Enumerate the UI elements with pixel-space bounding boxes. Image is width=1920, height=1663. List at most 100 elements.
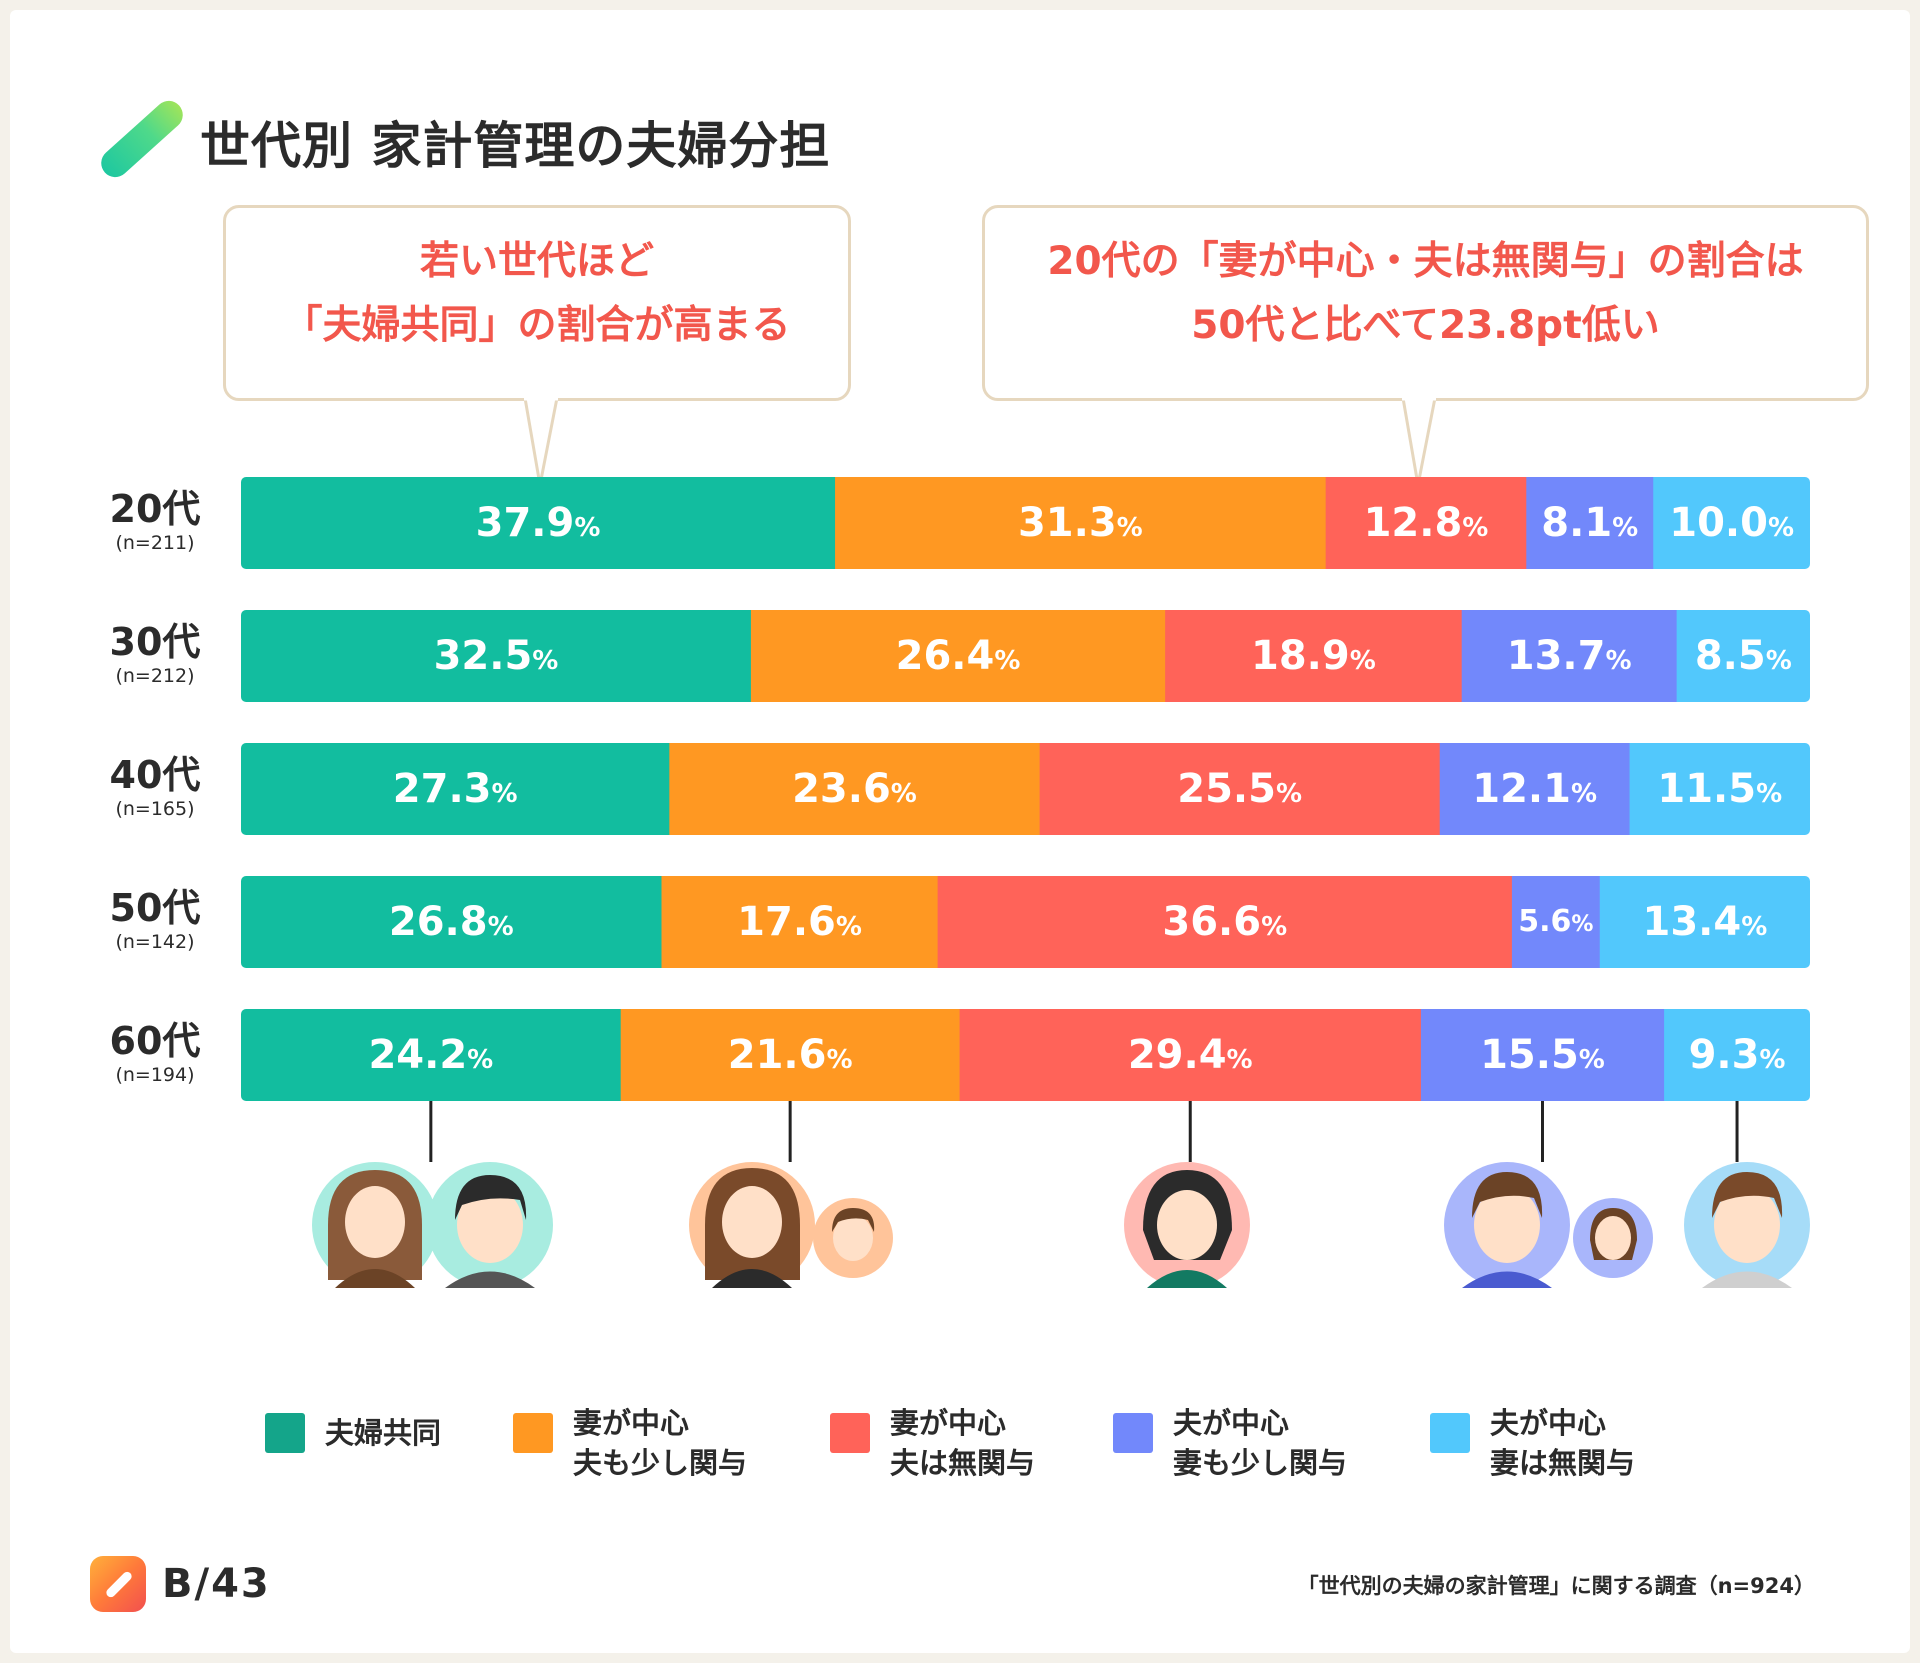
data-label-kyodo-4: 24.2% [241,1009,621,1101]
legend-line1: 妻が中心 [890,1406,1007,1440]
row-label-n: (n=142) [115,931,195,953]
data-label-value: 26.8 [388,899,488,945]
data-label-tsuma_sukoshi-4: 21.6% [621,1009,960,1101]
data-label-unit: % [835,912,862,942]
data-label-value: 15.5 [1480,1032,1579,1078]
legend-item-otto_sukoshi: 夫が中心 妻も少し関与 [1113,1403,1347,1480]
data-label-otto_sukoshi-2: 12.1% [1440,743,1630,835]
bar-segment-kyodo-4 [241,1009,622,1101]
legend-line1: 夫が中心 [1173,1406,1290,1440]
row-label-n: (n=165) [115,798,195,820]
wife-main-avatar-icon [689,1162,893,1288]
legend-line2: 夫も少し関与 [573,1446,748,1480]
callout-right-line1: 20代の「妻が中心・夫は無関与」の割合は [1047,239,1804,284]
legend-swatch [1430,1413,1470,1453]
data-label-tsuma_sukoshi-3: 17.6% [661,876,937,968]
couple-avatar-icon [312,1162,553,1288]
row-label-0: 20代 (n=211) [80,487,230,555]
data-label-unit: % [1275,779,1303,809]
data-label-tsuma_mukanyo-3: 36.6% [938,876,1512,968]
bar-segment-otto_mukanyo-4 [1664,1009,1810,1101]
data-label-tsuma_sukoshi-2: 23.6% [669,743,1039,835]
callout-right-line2: 50代と比べて23.8pt低い [1191,303,1660,348]
data-label-value: 37.9 [475,500,575,546]
bar-segment-kyodo-0 [241,477,836,569]
husband-main-avatar-icon [1444,1162,1653,1288]
legend-item-tsuma_mukanyo: 妻が中心 夫は無関与 [830,1403,1035,1480]
data-label-unit: % [1765,646,1792,676]
avatars [312,1162,1810,1288]
data-label-unit: % [574,513,601,543]
wife-only-avatar-icon [1124,1162,1250,1288]
bar-segment-otto_sukoshi-1 [1461,610,1678,702]
data-label-value: 25.5 [1177,766,1276,812]
legend-text: 妻が中心 夫は無関与 [890,1403,1035,1483]
data-label-unit: % [1462,513,1489,543]
data-label-tsuma_mukanyo-4: 29.4% [960,1009,1421,1101]
data-label-kyodo-2: 27.3% [241,743,669,835]
row-label-age: 60代 [109,1019,201,1063]
row-label-age: 30代 [109,620,201,664]
data-label-unit: % [1767,513,1794,543]
bar-segment-otto_mukanyo-3 [1599,876,1810,968]
row-label-age: 50代 [109,886,201,930]
brand-logo-text: B/43 [162,1561,271,1607]
row-label-age: 20代 [109,487,201,531]
legend-swatch [265,1413,305,1453]
row-label-n: (n=212) [115,665,195,687]
data-label-value: 26.4 [895,633,995,679]
bar-segment-tsuma_mukanyo-1 [1165,610,1463,702]
data-label-kyodo-1: 32.5% [241,610,751,702]
bar-segment-otto_sukoshi-2 [1439,743,1631,835]
data-label-value: 13.7 [1506,633,1606,679]
chart-card: 世代別 家計管理の夫婦分担 若い世代ほど 「夫婦共同」の割合が高まる 20代の「… [10,10,1910,1653]
data-label-value: 23.6 [792,766,891,812]
data-label-otto_sukoshi-0: 8.1% [1526,477,1653,569]
legend-line1: 妻が中心 [573,1406,690,1440]
data-label-otto_mukanyo-1: 8.5% [1677,610,1810,702]
data-label-value: 10.0 [1669,500,1768,546]
row-label-1: 30代 (n=212) [80,620,230,688]
row-label-3: 50代 (n=142) [80,886,230,954]
data-label-value: 13.4 [1642,899,1742,945]
legend-item-tsuma_sukoshi: 妻が中心夫も少し関与 [513,1403,747,1480]
bar-row-4 [241,1009,1810,1101]
data-label-unit: % [1578,1045,1605,1075]
legend-line2: 夫は無関与 [890,1446,1036,1480]
source-note: 「世代別の夫婦の家計管理」に関する調査（n=924） [1297,1574,1815,1598]
data-label-unit: % [1261,912,1288,942]
data-label-value: 5.6 [1518,904,1572,939]
bar-segment-tsuma_sukoshi-2 [669,743,1041,835]
data-label-value: 31.3 [1017,500,1117,546]
data-label-unit: % [1759,1045,1786,1075]
row-label-age: 40代 [109,753,201,797]
data-label-value: 12.1 [1472,766,1571,812]
data-label-unit: % [1756,779,1783,809]
legend-line1: 夫婦共同 [325,1416,442,1450]
data-label-value: 32.5 [433,633,533,679]
data-label-tsuma_sukoshi-0: 31.3% [835,477,1326,569]
bar-segment-kyodo-3 [241,876,662,968]
data-label-unit: % [532,646,559,676]
data-label-kyodo-3: 26.8% [241,876,661,968]
bar-row-1 [241,610,1810,702]
data-label-unit: % [1570,779,1597,809]
data-label-otto_sukoshi-3: 5.6% [1512,876,1600,968]
legend-line1: 夫が中心 [1490,1406,1607,1440]
data-label-unit: % [1349,646,1376,676]
bar-segment-tsuma_sukoshi-3 [661,876,939,968]
data-label-tsuma_mukanyo-1: 18.9% [1165,610,1462,702]
legend-text: 夫が中心 妻は無関与 [1490,1403,1635,1483]
data-label-value: 8.1 [1541,500,1613,546]
data-label-unit: % [487,912,514,942]
bar-segment-otto_mukanyo-0 [1653,477,1810,569]
data-label-value: 29.4 [1127,1032,1227,1078]
data-label-value: 9.3 [1688,1032,1760,1078]
bar-segment-tsuma_sukoshi-1 [750,610,1166,702]
data-label-otto_mukanyo-3: 13.4% [1600,876,1810,968]
bar-row-3 [241,876,1810,968]
chart-title: 世代別 家計管理の夫婦分担 [200,117,831,175]
legend-swatch [513,1413,553,1453]
data-label-value: 8.5 [1694,633,1766,679]
data-label-tsuma_mukanyo-2: 25.5% [1040,743,1440,835]
